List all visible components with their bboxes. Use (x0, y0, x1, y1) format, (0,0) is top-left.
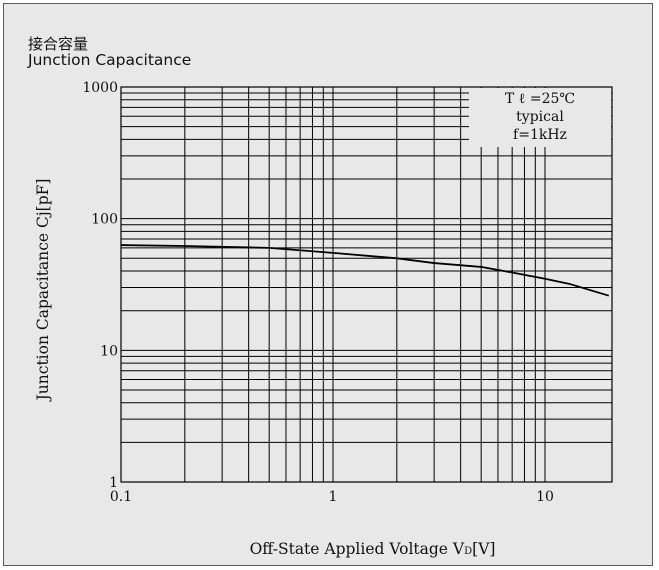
x-axis-label-sub: D (464, 546, 472, 557)
plot-area (121, 87, 612, 482)
x-tick-labels: 0.1 1 10 (110, 489, 554, 505)
x-axis-label-unit: [V] (472, 540, 495, 558)
x-axis-label: Off-State Applied Voltage VD[V] (250, 540, 496, 558)
x-axis-label-main: Off-State Applied Voltage V (250, 540, 465, 558)
annotation-line: T ℓ =25℃ (505, 91, 575, 107)
y-tick-label: 100 (91, 212, 118, 228)
annotation-line: f=1kHz (513, 127, 567, 143)
y-tick-label: 1000 (82, 80, 118, 96)
x-tick-label: 1 (329, 489, 338, 505)
plot-frame (120, 86, 613, 483)
capacitance-curve (120, 244, 610, 297)
y-tick-label: 10 (100, 343, 118, 359)
y-tick-labels: 1 10 100 1000 (82, 80, 118, 491)
annotation-text-group: T ℓ =25℃ typical f=1kHz (505, 91, 575, 143)
y-axis-label: Junction Capacitance Cj[pF] (34, 179, 52, 403)
annotation-box (469, 88, 611, 147)
x-tick-label: 10 (536, 489, 554, 505)
chart-title: Junction Capacitance (28, 51, 192, 69)
chart-title-jp: 接合容量 (28, 35, 89, 53)
x-tick-label: 0.1 (110, 489, 132, 505)
annotation-line: typical (516, 109, 564, 125)
y-tick-label: 1 (109, 475, 118, 491)
series-group (120, 244, 610, 297)
